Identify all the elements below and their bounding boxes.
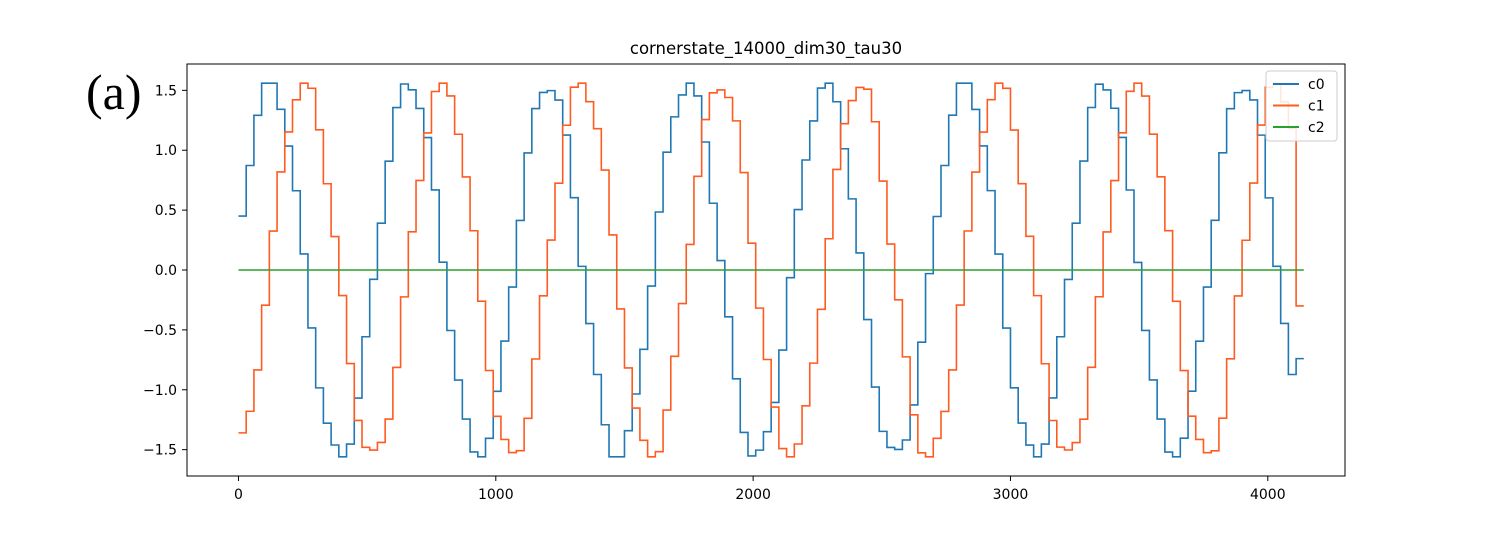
axes-layer: 0 1000 2000 3000 4000 −1.5 −1.0 −0.5 0.0 0.5 1.0 1.… (143, 63, 1346, 503)
y-tick-label: 0.5 (155, 203, 177, 219)
legend: c0 c1 c2 (1265, 70, 1338, 142)
y-tick-label: 1.5 (155, 83, 177, 99)
x-tick-label: 0 (234, 487, 243, 503)
legend-label-c2: c2 (1308, 120, 1325, 136)
series-c1-line (238, 82, 1304, 458)
x-tick-label: 2000 (735, 487, 771, 503)
legend-label-c1: c1 (1308, 99, 1325, 115)
legend-box (1265, 70, 1338, 142)
y-tick-label: −1.5 (143, 443, 177, 459)
y-tick-label: −1.0 (143, 383, 177, 399)
x-tick-label: 3000 (993, 487, 1029, 503)
x-tick-label: 4000 (1250, 487, 1286, 503)
x-tick-label: 1000 (478, 487, 514, 503)
legend-label-c0: c0 (1308, 77, 1325, 93)
y-tick-label: 1.0 (155, 143, 177, 159)
chart-title: cornerstate_14000_dim30_tau30 (630, 39, 902, 59)
y-tick-label: −0.5 (143, 323, 177, 339)
series-layer (238, 82, 1304, 458)
panel-label: (a) (86, 64, 142, 120)
y-tick-label: 0.0 (155, 263, 177, 279)
